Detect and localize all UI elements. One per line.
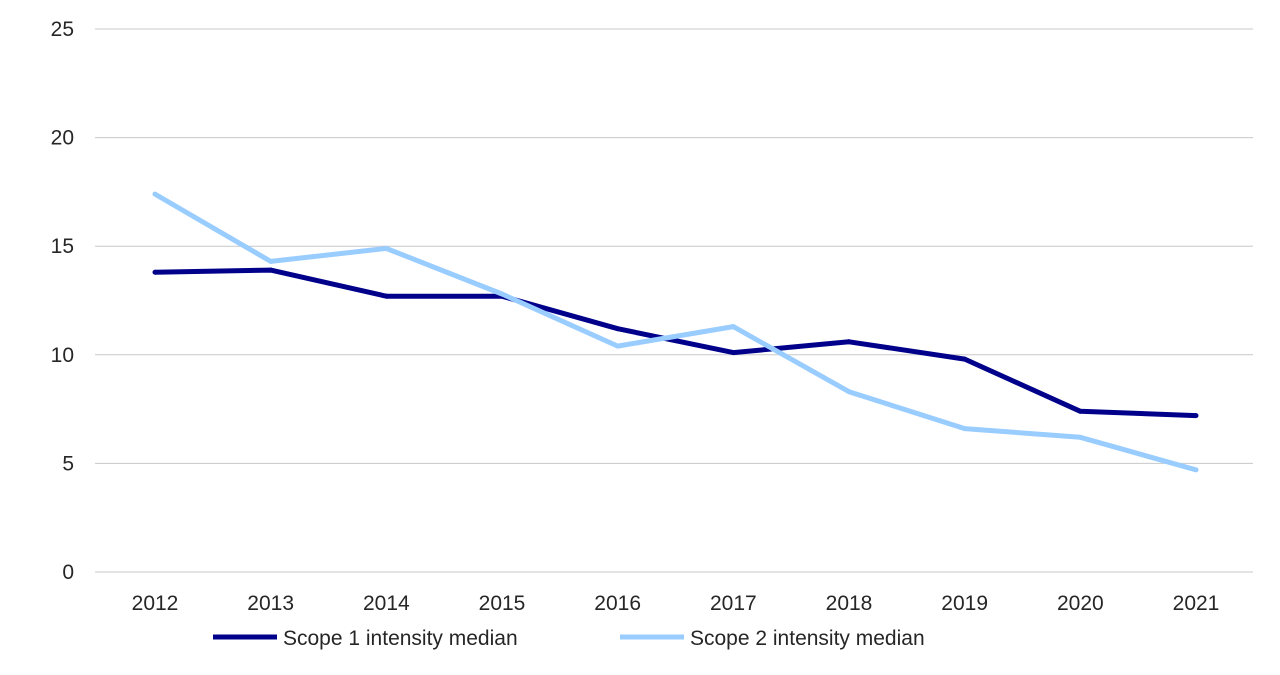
legend: Scope 1 intensity median Scope 2 intensit… [213,627,925,650]
y-tick-label: 15 [51,235,74,258]
x-tick-label: 2021 [1173,592,1220,615]
y-tick-label: 25 [51,18,74,41]
data-point [268,267,274,273]
series-line-scope-2 [153,191,1197,473]
legend-label: Scope 2 intensity median [690,627,925,650]
x-tick-label: 2013 [247,592,294,615]
x-tick-label: 2015 [479,592,526,615]
x-tick-label: 2016 [594,592,641,615]
y-axis: 0 5 10 15 20 25 [51,18,74,584]
data-point [846,389,852,395]
series-line-scope-1 [154,267,1197,419]
x-tick-label: 2018 [826,592,873,615]
data-point [1077,408,1083,414]
data-point [1077,434,1083,440]
data-point [730,324,736,330]
data-point [962,426,968,432]
data-point [152,269,158,275]
y-tick-label: 10 [51,344,74,367]
data-point [1193,467,1199,473]
x-axis: 2012 2013 2014 2015 2016 2017 2018 2019 2020 2021 [132,592,1220,615]
y-tick-label: 0 [62,561,74,584]
data-point [152,191,158,197]
grid [95,28,1253,573]
y-tick-label: 5 [62,452,74,475]
data-point [1193,413,1199,419]
x-tick-label: 2019 [941,592,988,615]
x-tick-label: 2020 [1057,592,1104,615]
data-point [499,291,505,297]
data-point [730,350,736,356]
x-tick-label: 2017 [710,592,757,615]
series-group [152,191,1199,473]
data-point [383,293,389,299]
x-tick-label: 2012 [132,592,179,615]
data-point [615,326,621,332]
x-tick-label: 2014 [363,592,410,615]
data-point [268,258,274,264]
data-point [962,356,968,362]
legend-label: Scope 1 intensity median [283,627,518,650]
y-tick-label: 20 [51,127,74,150]
data-point [383,245,389,251]
data-point [615,343,621,349]
data-point [846,339,852,345]
